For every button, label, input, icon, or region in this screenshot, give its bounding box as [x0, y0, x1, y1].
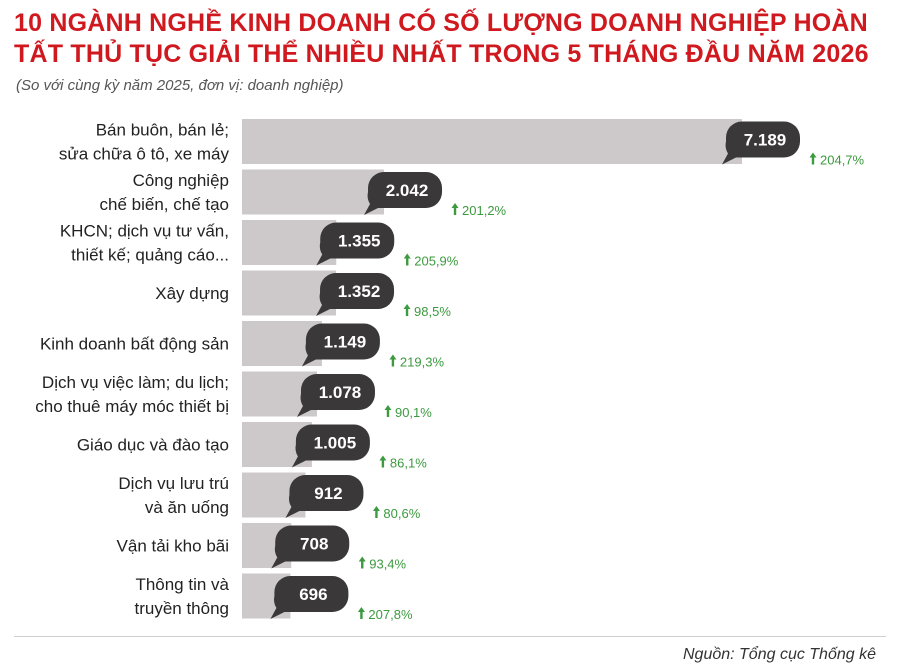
up-arrow-icon — [372, 506, 380, 518]
change-label: 204,7% — [820, 153, 865, 168]
category-label: Bán buôn, bán lẻ; — [96, 121, 229, 140]
up-arrow-icon — [809, 152, 817, 165]
category-label: truyền thông — [134, 599, 229, 618]
bar — [242, 169, 385, 215]
value-label: 1.355 — [338, 232, 381, 251]
value-bubble — [291, 424, 370, 468]
value-bubble — [285, 475, 364, 518]
up-arrow-icon — [403, 253, 411, 266]
change-label: 207,8% — [368, 607, 413, 622]
chart-title: 10 NGÀNH NGHỀ KINH DOANH CÓ SỐ LƯỢNG DOA… — [14, 9, 869, 68]
value-label: 1.005 — [314, 434, 357, 453]
value-label: 1.149 — [324, 333, 367, 352]
value-label: 2.042 — [386, 181, 429, 200]
category-label: Thông tin và — [135, 575, 229, 594]
category-label: Xây dựng — [155, 284, 229, 303]
category-label: Kinh doanh bất động sản — [40, 335, 229, 354]
change-label: 219,3% — [400, 355, 445, 370]
value-label: 1.078 — [319, 383, 362, 402]
up-arrow-icon — [357, 607, 365, 619]
source-note: Nguồn: Tổng cục Thống kê — [682, 646, 876, 663]
change-label: 90,1% — [395, 405, 432, 420]
chart-subtitle: (So với cùng kỳ năm 2025, đơn vị: doanh … — [16, 77, 344, 94]
category-label: cho thuê máy móc thiết bị — [35, 397, 229, 416]
category-label: Dịch vụ việc làm; du lịch; — [42, 373, 229, 392]
change-label: 98,5% — [414, 304, 451, 319]
change-label: 86,1% — [390, 456, 427, 471]
value-label: 7.189 — [744, 131, 787, 150]
change-label: 93,4% — [369, 557, 406, 572]
up-arrow-icon — [379, 455, 387, 468]
change-label: 201,2% — [462, 203, 507, 218]
up-arrow-icon — [451, 203, 459, 215]
value-label: 708 — [300, 535, 328, 554]
up-arrow-icon — [389, 354, 397, 367]
category-label: Công nghiệp — [133, 171, 229, 190]
up-arrow-icon — [358, 556, 366, 569]
value-bubble — [296, 374, 375, 417]
value-bubble — [270, 576, 349, 619]
change-label: 205,9% — [414, 254, 459, 269]
value-bubble — [271, 525, 350, 569]
category-label: Dịch vụ lưu trú — [118, 474, 229, 493]
bar — [242, 119, 742, 164]
change-label: 80,6% — [383, 506, 420, 521]
value-bubble — [301, 323, 380, 367]
value-label: 912 — [314, 484, 342, 503]
value-label: 696 — [299, 585, 327, 604]
category-label: chế biến, chế tạo — [100, 195, 229, 214]
value-bubble — [722, 121, 800, 165]
category-label: và ăn uống — [145, 498, 229, 517]
category-label: Giáo dục và đào tạo — [77, 436, 229, 455]
up-arrow-icon — [384, 405, 392, 417]
value-bubble — [316, 273, 395, 316]
category-label: sửa chữa ô tô, xe máy — [59, 145, 230, 164]
category-label: Vận tải kho bãi — [117, 537, 229, 556]
divider — [14, 636, 886, 637]
value-bubble — [364, 172, 443, 215]
category-label: thiết kế; quảng cáo... — [71, 246, 229, 265]
up-arrow-icon — [403, 304, 411, 316]
value-label: 1.352 — [338, 282, 381, 301]
value-bubble — [316, 222, 395, 266]
category-label: KHCN; dịch vụ tư vấn, — [60, 222, 229, 241]
